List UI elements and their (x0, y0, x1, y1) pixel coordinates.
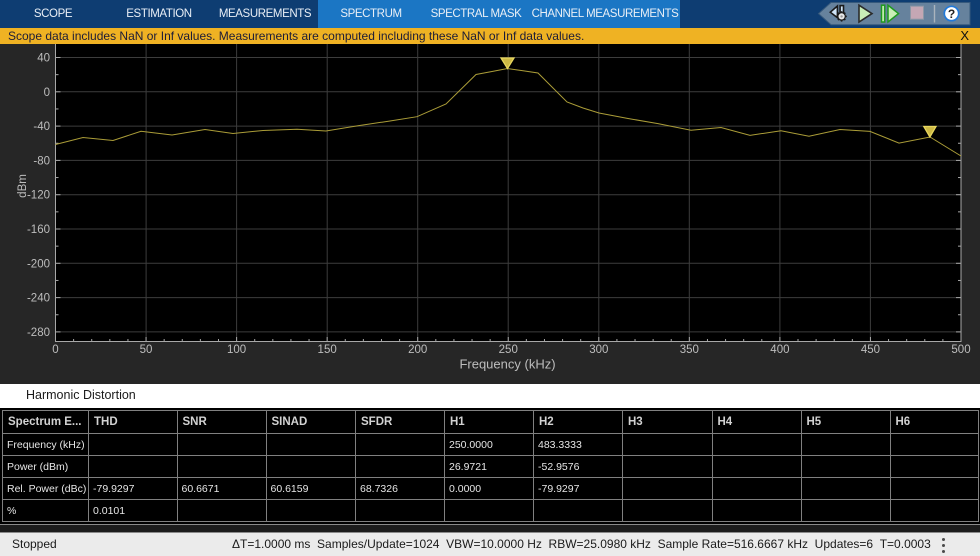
svg-text:350: 350 (680, 344, 699, 356)
svg-text:-160: -160 (27, 224, 50, 236)
svg-text:dBm: dBm (17, 174, 29, 198)
svg-text:40: 40 (37, 53, 50, 65)
svg-text:-120: -120 (27, 190, 50, 202)
svg-text:?: ? (948, 7, 955, 21)
svg-text:-280: -280 (27, 327, 50, 339)
svg-text:500: 500 (951, 344, 970, 356)
svg-text:-240: -240 (27, 293, 50, 305)
svg-text:-200: -200 (27, 258, 50, 270)
svg-text:300: 300 (589, 344, 608, 356)
svg-text:150: 150 (318, 344, 337, 356)
svg-text:100: 100 (227, 344, 246, 356)
svg-text:450: 450 (861, 344, 880, 356)
svg-text:Frequency (kHz): Frequency (kHz) (459, 357, 555, 372)
svg-text:200: 200 (408, 344, 427, 356)
svg-text:-40: -40 (33, 121, 50, 133)
svg-text:-80: -80 (33, 155, 50, 167)
svg-text:250: 250 (499, 344, 518, 356)
svg-text:0: 0 (44, 87, 50, 99)
svg-text:0: 0 (52, 344, 58, 356)
svg-text:50: 50 (140, 344, 153, 356)
svg-text:400: 400 (770, 344, 789, 356)
